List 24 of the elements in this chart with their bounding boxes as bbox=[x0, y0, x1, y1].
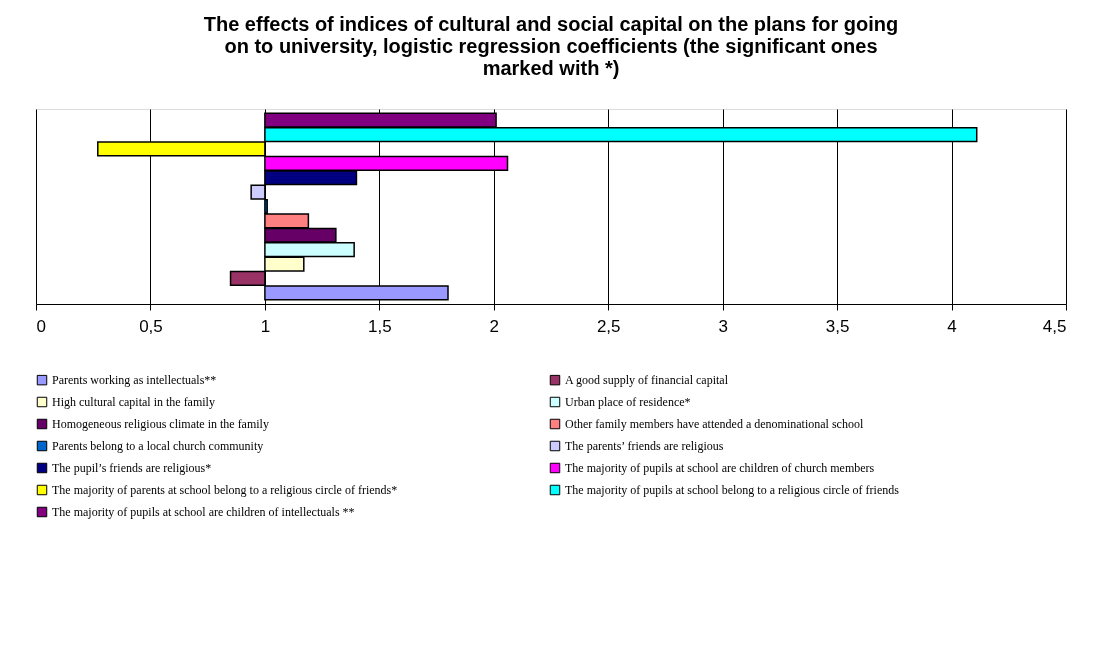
x-tick-label: 3 bbox=[718, 316, 728, 336]
legend-label: The parents’ friends are religious bbox=[565, 439, 724, 453]
legend-label: The majority of pupils at school are children of intellectuals ** bbox=[52, 505, 355, 519]
legend-label: High cultural capital in the family bbox=[52, 395, 215, 409]
legend-label: Parents working as intellectuals** bbox=[52, 373, 217, 388]
legend-label: The majority of parents at school belong to a religious circle of friends* bbox=[52, 483, 398, 497]
x-tick-label: 2 bbox=[489, 316, 500, 336]
legend-label: Other family members have attended a denominational school bbox=[565, 417, 864, 431]
legend-label: Homogeneous religious climate in the family bbox=[52, 417, 269, 431]
x-tick-label: 0 bbox=[36, 316, 46, 336]
legend-label: The pupil’s friends are religious* bbox=[52, 461, 212, 475]
legend-label: The majority of pupils at school belong to a religious circle of friends bbox=[565, 483, 900, 497]
legend-label: Parents belong to a local church community bbox=[52, 439, 264, 453]
x-tick-label: 4 bbox=[947, 316, 957, 336]
x-tick-label: 2,5 bbox=[596, 316, 621, 336]
x-tick-label: 1 bbox=[260, 316, 271, 336]
chart-title: The effects of indices of cultural and social capital on the plans for going on to university, logistic regression coefficients (the significant ones marked with *) bbox=[203, 13, 899, 79]
x-tick-label: 0,5 bbox=[139, 316, 163, 336]
x-tick-label: 3,5 bbox=[825, 316, 850, 336]
legend-label: Urban place of residence* bbox=[565, 395, 691, 409]
x-tick-label: 1,5 bbox=[368, 316, 392, 336]
legend-label: A good supply of financial capital bbox=[565, 373, 729, 388]
legend-label: The majority of pupils at school are children of church members bbox=[565, 461, 875, 475]
x-tick-label: 4,5 bbox=[1042, 316, 1067, 336]
